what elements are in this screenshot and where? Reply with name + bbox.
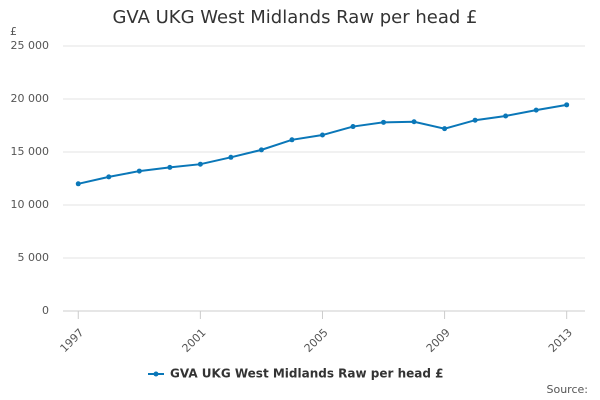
y-tick-label: 5 000 [18, 251, 50, 264]
y-tick-label: 15 000 [11, 145, 50, 158]
series-line [78, 103, 567, 185]
y-tick-label: 10 000 [11, 198, 50, 211]
point [381, 119, 387, 125]
point [167, 164, 173, 170]
x-tick-label: 2001 [180, 326, 209, 355]
point [350, 124, 356, 130]
point [533, 107, 539, 113]
point [228, 154, 234, 160]
legend-marker [153, 371, 159, 377]
y-tick-label: 0 [42, 304, 49, 317]
y-tick-label: 25 000 [11, 39, 50, 52]
y-unit: £ [10, 25, 17, 38]
point [136, 168, 142, 174]
point [411, 119, 417, 125]
point [75, 181, 81, 187]
source: Source: [547, 383, 589, 396]
point [503, 113, 509, 119]
point [319, 132, 325, 138]
x-tick-label: 1997 [58, 326, 87, 355]
point [442, 126, 448, 132]
point [564, 102, 570, 108]
point [289, 137, 295, 143]
chart-title: GVA UKG West Midlands Raw per head £ [112, 7, 477, 28]
point [472, 117, 478, 123]
legend-label: GVA UKG West Midlands Raw per head £ [170, 367, 444, 381]
point [258, 147, 264, 153]
y-tick-label: 20 000 [11, 92, 50, 105]
x-tick-label: 2009 [424, 326, 453, 355]
x-tick-label: 2005 [302, 326, 331, 355]
point [197, 161, 203, 167]
point [106, 174, 112, 180]
x-tick-label: 2013 [546, 326, 575, 355]
